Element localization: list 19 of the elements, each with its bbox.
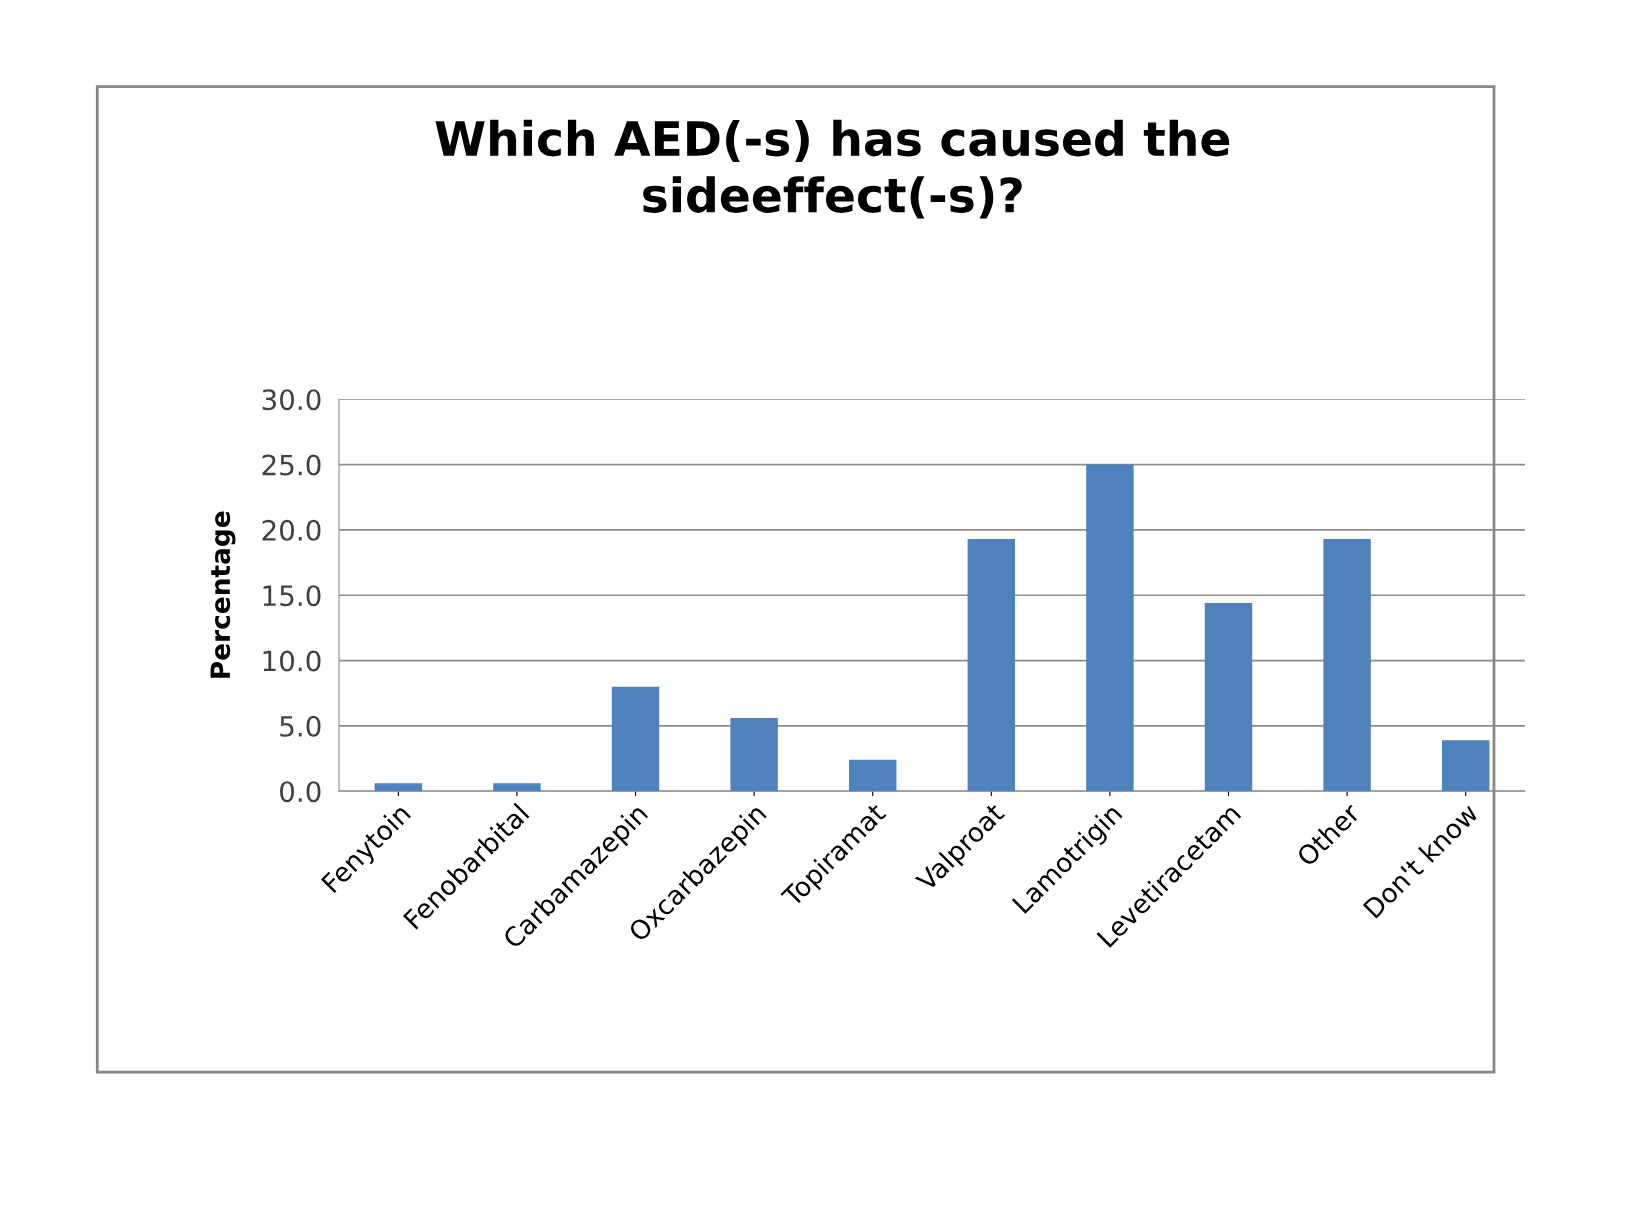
bar (1204, 603, 1253, 792)
bar (730, 718, 778, 792)
y-tick-label: 30.0 (262, 389, 321, 411)
y-tick-label: 25.0 (262, 454, 321, 476)
y-tick-label: 5.0 (280, 715, 321, 737)
bar (967, 539, 1016, 792)
chart-title: Which AED(-s) has caused the sideeffect(-s)? (435, 119, 1230, 219)
bar (1441, 740, 1490, 792)
y-tick-label: 0.0 (280, 781, 321, 803)
y-tick-label: 10.0 (263, 650, 321, 672)
bar (1323, 539, 1371, 792)
bar (849, 759, 897, 792)
bar (493, 783, 541, 792)
y-axis-title: Percentage (210, 511, 236, 678)
y-tick-label: 20.0 (262, 519, 321, 541)
bar (374, 783, 423, 792)
bar (1086, 464, 1134, 792)
bar (611, 686, 660, 792)
y-tick-label: 15.0 (263, 585, 321, 607)
